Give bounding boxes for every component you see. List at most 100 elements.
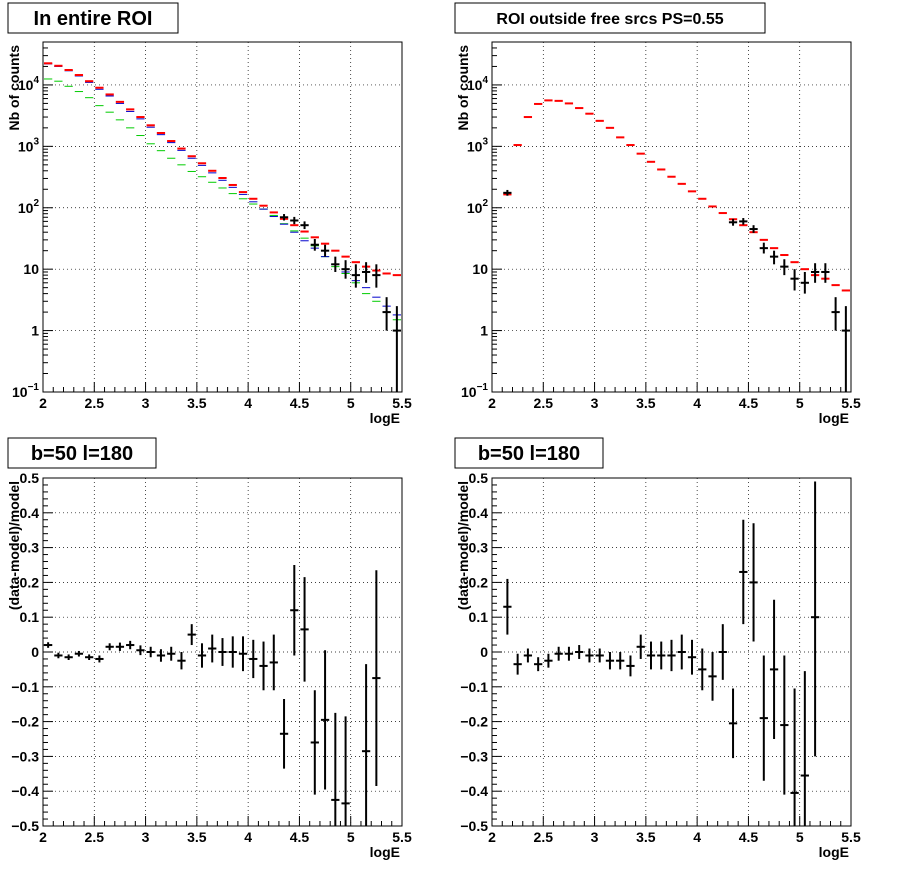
x-tick-label: 2 [39,829,47,845]
y-tick-label: 0.2 [469,574,489,590]
plot-frame [491,41,852,393]
data-point [259,641,268,691]
x-axis-label: logE [819,844,849,860]
data-point [790,688,799,826]
y-tick-label: 103 [18,136,40,154]
data-point [44,642,53,648]
data-point [249,639,258,679]
x-axis-label: logE [819,410,849,426]
data-point [780,655,789,795]
y-tick-exponent: −1 [477,382,489,393]
x-tick-label: 5.5 [392,829,412,845]
y-tick-exponent: 4 [482,75,488,86]
y-tick-label: 0 [31,644,39,660]
data-point [821,263,830,283]
x-tick-label: 2.5 [85,395,105,411]
data-point [64,654,73,661]
chart-panel-3: 2 2.5 3 3.5 4 4.5 5 5.5 −0.5 −0.4 −0.3 −0.2 −0.1 0 0.1… [6,437,412,860]
y-tick-base: 10 [18,138,34,154]
x-tick-label: 2.5 [534,829,554,845]
y-tick-label: 0.5 [469,470,489,486]
y-tick-label: 0.3 [469,540,489,556]
x-tick-label: 2.5 [534,395,554,411]
y-tick-label: 10 [23,261,39,277]
x-axis-label: logE [370,844,400,860]
x-tick-label: 3 [591,829,599,845]
data-point [310,690,319,795]
data-point [177,652,186,670]
y-tick-label: −0.4 [11,783,39,799]
data-point [146,646,155,658]
x-axis-label: logE [370,410,400,426]
data-point [54,652,63,659]
data-point [810,481,820,757]
y-tick-label: 0.1 [20,609,40,625]
title-box [454,2,766,34]
y-tick-exponent: 2 [33,198,39,209]
y-tick-base: 10 [18,200,34,216]
y-tick-base: 10 [467,200,483,216]
y-tick-base: 10 [18,77,34,93]
y-tick-label: 10−1 [12,382,39,400]
x-tick-label: 2.5 [85,829,105,845]
data-point [698,648,707,691]
data-point [279,214,289,221]
y-axis-label: (data-model)/model [6,481,22,610]
data-point [372,570,381,786]
y-tick-label: 103 [467,136,489,154]
y-tick-label: −0.1 [460,679,488,695]
y-tick-label: 104 [467,75,489,93]
data-point [595,648,604,663]
y-tick-base: 10 [467,77,483,93]
x-tick-label: 3.5 [187,829,207,845]
y-tick-label: −0.3 [460,748,488,764]
data-point [392,306,401,392]
y-tick-exponent: 2 [482,198,488,209]
chart-title: ROI outside free srcs PS=0.55 [496,11,723,28]
x-tick-label: 3 [591,395,599,411]
data-point [769,250,779,265]
x-tick-label: 4 [693,395,701,411]
data-point [156,649,166,662]
series-1 [503,99,850,292]
y-tick-label: 0.4 [469,505,489,521]
x-tick-label: 3.5 [636,395,656,411]
data-point [790,269,799,291]
x-tick-label: 4.5 [290,395,310,411]
x-tick-label: 5 [347,829,355,845]
data-point [759,242,768,254]
data-point [739,519,748,625]
data-point [636,634,645,659]
data-point [616,652,625,670]
y-tick-label: −0.5 [11,818,39,834]
y-tick-label: −0.3 [11,748,39,764]
data-point [800,671,809,826]
data-point [361,664,371,826]
data-point [167,646,176,661]
data-point [687,639,697,675]
data-point [187,624,196,646]
data-point [126,640,135,650]
x-tick-label: 3.5 [187,395,207,411]
x-tick-label: 5 [796,395,804,411]
data-point [759,655,768,781]
data-point [769,599,779,739]
data-point [361,262,371,283]
data-point [605,652,615,670]
y-tick-label: 10−1 [461,382,488,400]
data-point [310,238,319,251]
y-tick-label: 1 [31,323,39,339]
x-tick-label: 5 [796,829,804,845]
x-tick-label: 4 [244,395,252,411]
data-point [739,218,748,225]
y-tick-label: 0.3 [20,540,40,556]
data-point [320,650,330,790]
data-point [657,641,666,670]
y-tick-label: 0.4 [20,505,40,521]
chart-title: b=50 l=180 [31,443,133,465]
data-point [115,642,125,651]
data-point [300,221,309,230]
y-tick-label: 0 [480,644,488,660]
